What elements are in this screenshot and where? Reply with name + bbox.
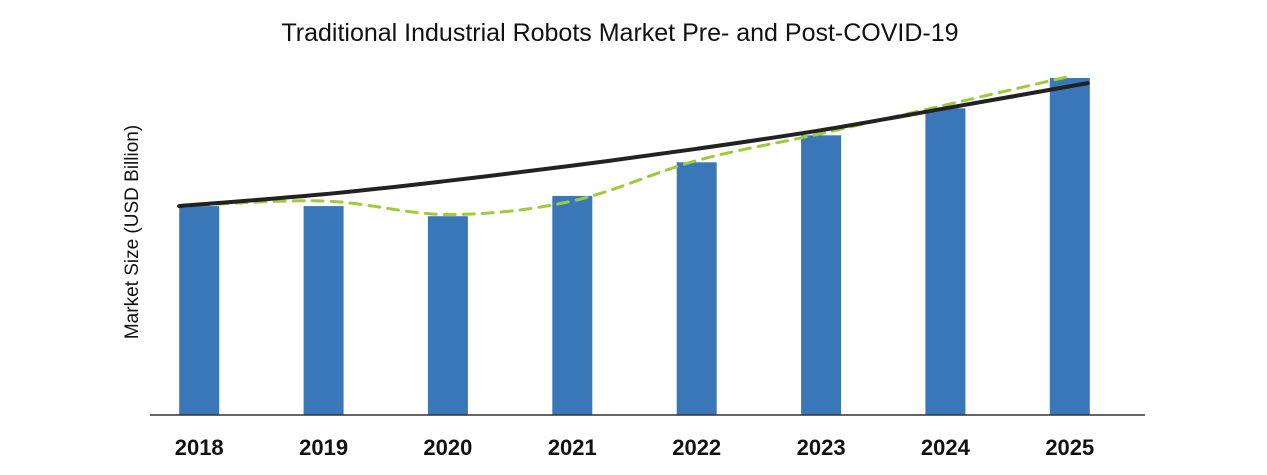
trend-line-dashed — [177, 74, 1072, 217]
bar-2021 — [552, 195, 593, 415]
x-tick-label-2022: 2022 — [672, 435, 721, 460]
x-tick-label-2024: 2024 — [921, 435, 971, 460]
bar-2020 — [427, 216, 468, 415]
x-tick-labels: 2018 2019 2020 2021 2022 2023 2024 2025 — [175, 435, 1095, 460]
bar-2024 — [925, 108, 966, 416]
x-tick-label-2020: 2020 — [423, 435, 472, 460]
trend-lines-group — [177, 74, 1090, 217]
bar-2019 — [303, 206, 344, 415]
x-tick-label-2023: 2023 — [797, 435, 846, 460]
y-axis-label: Market Size (USD Billion) — [122, 125, 143, 339]
bar-2018 — [179, 206, 220, 415]
chart-title: Traditional Industrial Robots Market Pre… — [281, 19, 958, 47]
x-tick-label-2021: 2021 — [548, 435, 597, 460]
trend-line-solid — [177, 81, 1090, 209]
bar-2025 — [1049, 78, 1090, 415]
x-tick-label-2018: 2018 — [175, 435, 224, 460]
bar-2023 — [801, 135, 842, 416]
x-tick-label-2025: 2025 — [1045, 435, 1094, 460]
bar-2022 — [676, 162, 717, 416]
bars-group — [179, 78, 1090, 416]
x-tick-label-2019: 2019 — [299, 435, 348, 460]
